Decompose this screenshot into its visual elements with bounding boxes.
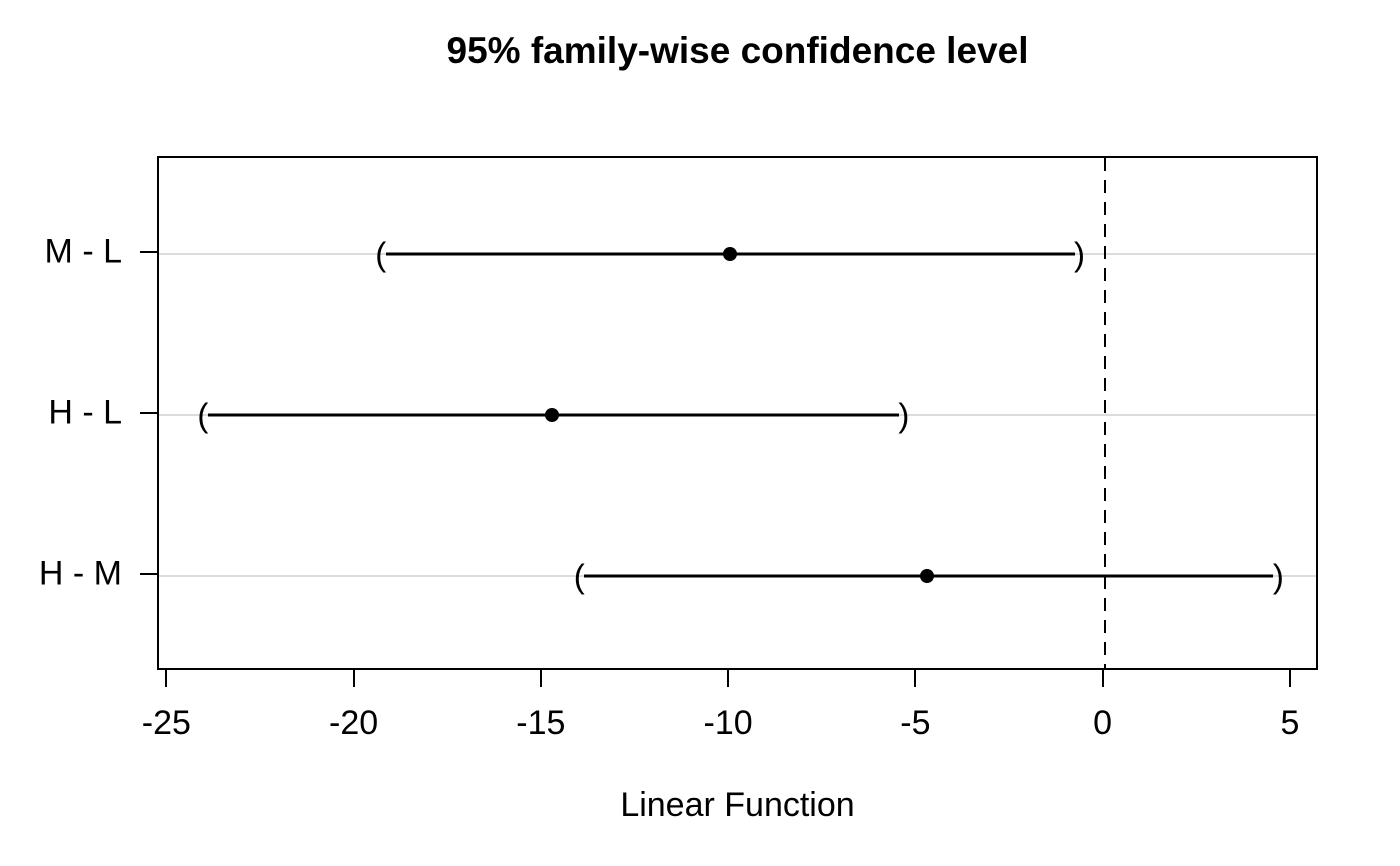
x-axis-tick-label: -15 — [516, 704, 566, 742]
x-axis-tick — [914, 670, 917, 687]
interval-lower-bound: ( — [375, 235, 387, 273]
x-axis-tick — [1288, 670, 1291, 687]
x-axis-tick-label: -20 — [329, 704, 379, 742]
estimate-point — [723, 247, 738, 262]
x-axis-tick — [727, 670, 730, 687]
x-axis-tick-label: -10 — [703, 704, 753, 742]
y-axis-tick-label: H - L — [48, 393, 122, 432]
interval-upper-bound: ) — [1272, 557, 1284, 595]
interval-upper-bound: ) — [1074, 235, 1086, 273]
chart-title: 95% family-wise confidence level — [446, 30, 1029, 71]
zero-reference-line — [1103, 158, 1106, 668]
y-axis-tick-label: H - M — [38, 554, 122, 593]
y-axis-tick — [140, 412, 157, 414]
x-axis-tick — [352, 670, 355, 687]
interval-lower-bound: ( — [573, 557, 585, 595]
x-axis-tick-label: 5 — [1280, 704, 1300, 742]
x-axis-tick-label: 0 — [1093, 704, 1113, 742]
interval-lower-bound: ( — [197, 396, 209, 434]
x-axis-tick-label: -25 — [141, 704, 191, 742]
x-axis-tick — [539, 670, 542, 687]
plot-area: () () () — [157, 156, 1318, 670]
estimate-point — [919, 568, 934, 583]
y-axis-tick — [140, 572, 157, 575]
y-axis-tick-label: M - L — [44, 232, 122, 271]
x-axis-tick — [165, 670, 168, 687]
x-axis-tick — [1101, 670, 1104, 687]
x-axis-tick-label: -5 — [900, 704, 931, 742]
y-axis-tick — [140, 251, 157, 254]
estimate-point — [545, 408, 560, 422]
x-axis-label: Linear Function — [620, 786, 855, 824]
interval-upper-bound: ) — [898, 396, 910, 434]
